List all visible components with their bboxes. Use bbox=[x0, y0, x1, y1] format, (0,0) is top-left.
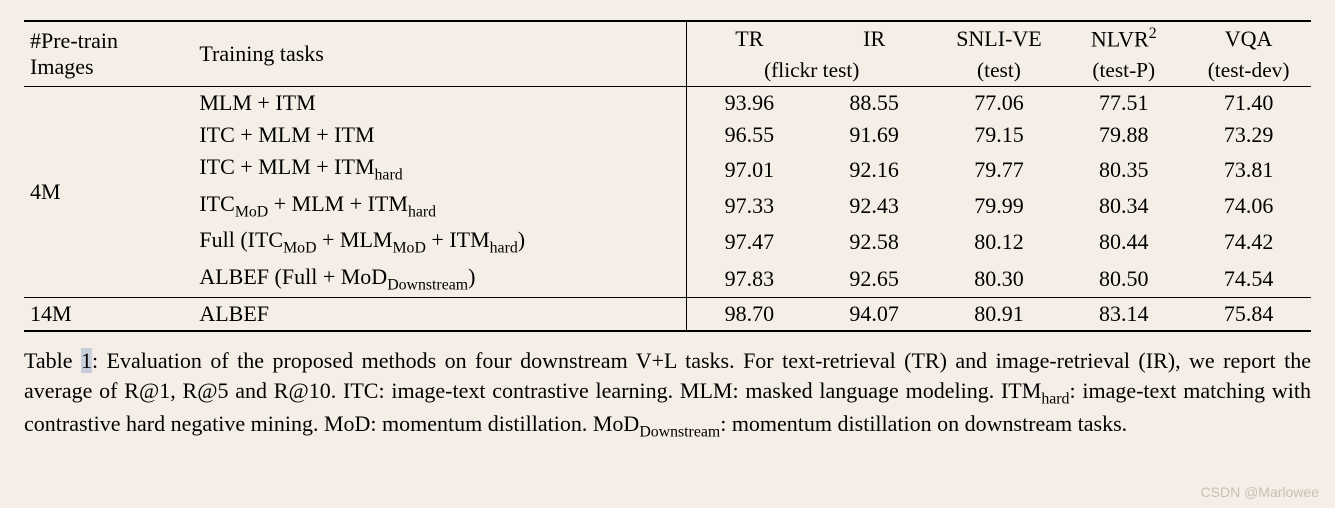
table-row: 14M ALBEF 98.70 94.07 80.91 83.14 75.84 bbox=[24, 297, 1311, 331]
task-sub: hard bbox=[375, 167, 403, 184]
header-nlvr-sup: 2 bbox=[1149, 25, 1157, 42]
cell-ir: 88.55 bbox=[812, 87, 937, 120]
cell-task: ITCMoD + MLM + ITMhard bbox=[193, 188, 686, 224]
cell-task: Full (ITCMoD + MLMMoD + ITMhard) bbox=[193, 224, 686, 260]
header-snli-sub: (test) bbox=[937, 55, 1062, 87]
task-text: ITC + MLM + ITM bbox=[199, 154, 374, 179]
table-row: ITC + MLM + ITMhard 97.01 92.16 79.77 80… bbox=[24, 151, 1311, 187]
cell-snli: 80.30 bbox=[937, 261, 1062, 298]
cell-tr: 97.01 bbox=[686, 151, 811, 187]
cell-task: ALBEF (Full + MoDDownstream) bbox=[193, 261, 686, 298]
results-table: #Pre-train Images Training tasks TR IR S… bbox=[24, 20, 1311, 332]
table-row: ITC + MLM + ITM 96.55 91.69 79.15 79.88 … bbox=[24, 119, 1311, 151]
header-vqa: VQA bbox=[1186, 21, 1311, 55]
cell-snli: 79.99 bbox=[937, 188, 1062, 224]
cell-vqa: 73.29 bbox=[1186, 119, 1311, 151]
cell-task: ITC + MLM + ITMhard bbox=[193, 151, 686, 187]
cell-vqa: 73.81 bbox=[1186, 151, 1311, 187]
header-ir: IR bbox=[812, 21, 937, 55]
watermark-text: CSDN @Marlowee bbox=[1201, 484, 1319, 500]
cell-pretrain: 14M bbox=[24, 297, 193, 331]
cell-nlvr: 80.34 bbox=[1061, 188, 1186, 224]
cell-ir: 92.43 bbox=[812, 188, 937, 224]
cell-nlvr: 77.51 bbox=[1061, 87, 1186, 120]
cell-tr: 98.70 bbox=[686, 297, 811, 331]
cell-task: ALBEF bbox=[193, 297, 686, 331]
cell-vqa: 74.06 bbox=[1186, 188, 1311, 224]
cell-nlvr: 80.44 bbox=[1061, 224, 1186, 260]
header-pretrain-l2: Images bbox=[30, 54, 94, 79]
cell-snli: 80.12 bbox=[937, 224, 1062, 260]
cell-snli: 80.91 bbox=[937, 297, 1062, 331]
table-body: 4M MLM + ITM 93.96 88.55 77.06 77.51 71.… bbox=[24, 87, 1311, 331]
header-pretrain: #Pre-train Images bbox=[24, 21, 193, 87]
caption-body3: : momentum distillation on downstream ta… bbox=[720, 411, 1127, 436]
cell-vqa: 71.40 bbox=[1186, 87, 1311, 120]
task-text: ITC + MLM + ITM bbox=[199, 122, 374, 147]
table-row: 4M MLM + ITM 93.96 88.55 77.06 77.51 71.… bbox=[24, 87, 1311, 120]
header-nlvr-sub: (test-P) bbox=[1061, 55, 1186, 87]
table-caption: Table 1: Evaluation of the proposed meth… bbox=[24, 346, 1311, 443]
caption-label: Table bbox=[24, 348, 81, 373]
table-row: ITCMoD + MLM + ITMhard 97.33 92.43 79.99… bbox=[24, 188, 1311, 224]
cell-ir: 92.65 bbox=[812, 261, 937, 298]
cell-vqa: 74.42 bbox=[1186, 224, 1311, 260]
table-row: ALBEF (Full + MoDDownstream) 97.83 92.65… bbox=[24, 261, 1311, 298]
header-pretrain-l1: #Pre-train bbox=[30, 28, 118, 53]
cell-snli: 79.77 bbox=[937, 151, 1062, 187]
cell-nlvr: 79.88 bbox=[1061, 119, 1186, 151]
cell-nlvr: 80.50 bbox=[1061, 261, 1186, 298]
caption-sub2: Downstream bbox=[639, 424, 720, 441]
cell-task: MLM + ITM bbox=[193, 87, 686, 120]
caption-number: 1 bbox=[81, 348, 92, 373]
cell-nlvr: 80.35 bbox=[1061, 151, 1186, 187]
cell-snli: 77.06 bbox=[937, 87, 1062, 120]
cell-nlvr: 83.14 bbox=[1061, 297, 1186, 331]
task-text: ALBEF bbox=[199, 301, 269, 326]
cell-ir: 91.69 bbox=[812, 119, 937, 151]
cell-vqa: 75.84 bbox=[1186, 297, 1311, 331]
table-row: Full (ITCMoD + MLMMoD + ITMhard) 97.47 9… bbox=[24, 224, 1311, 260]
cell-tr: 97.47 bbox=[686, 224, 811, 260]
cell-ir: 94.07 bbox=[812, 297, 937, 331]
header-snli: SNLI-VE bbox=[937, 21, 1062, 55]
header-vqa-sub: (test-dev) bbox=[1186, 55, 1311, 87]
header-nlvr-label: NLVR bbox=[1091, 26, 1149, 51]
cell-task: ITC + MLM + ITM bbox=[193, 119, 686, 151]
header-ir-label: IR bbox=[863, 26, 885, 51]
header-flickr: (flickr test) bbox=[686, 55, 936, 87]
cell-tr: 97.33 bbox=[686, 188, 811, 224]
cell-vqa: 74.54 bbox=[1186, 261, 1311, 298]
cell-tr: 96.55 bbox=[686, 119, 811, 151]
task-text: MLM + ITM bbox=[199, 90, 315, 115]
cell-ir: 92.16 bbox=[812, 151, 937, 187]
cell-ir: 92.58 bbox=[812, 224, 937, 260]
header-tr-label: TR bbox=[735, 26, 763, 51]
cell-tr: 97.83 bbox=[686, 261, 811, 298]
cell-pretrain: 4M bbox=[24, 87, 193, 298]
caption-sub1: hard bbox=[1041, 390, 1069, 407]
header-nlvr: NLVR2 bbox=[1061, 21, 1186, 55]
cell-tr: 93.96 bbox=[686, 87, 811, 120]
cell-snli: 79.15 bbox=[937, 119, 1062, 151]
header-tr: TR bbox=[686, 21, 811, 55]
header-training-tasks: Training tasks bbox=[193, 21, 686, 87]
